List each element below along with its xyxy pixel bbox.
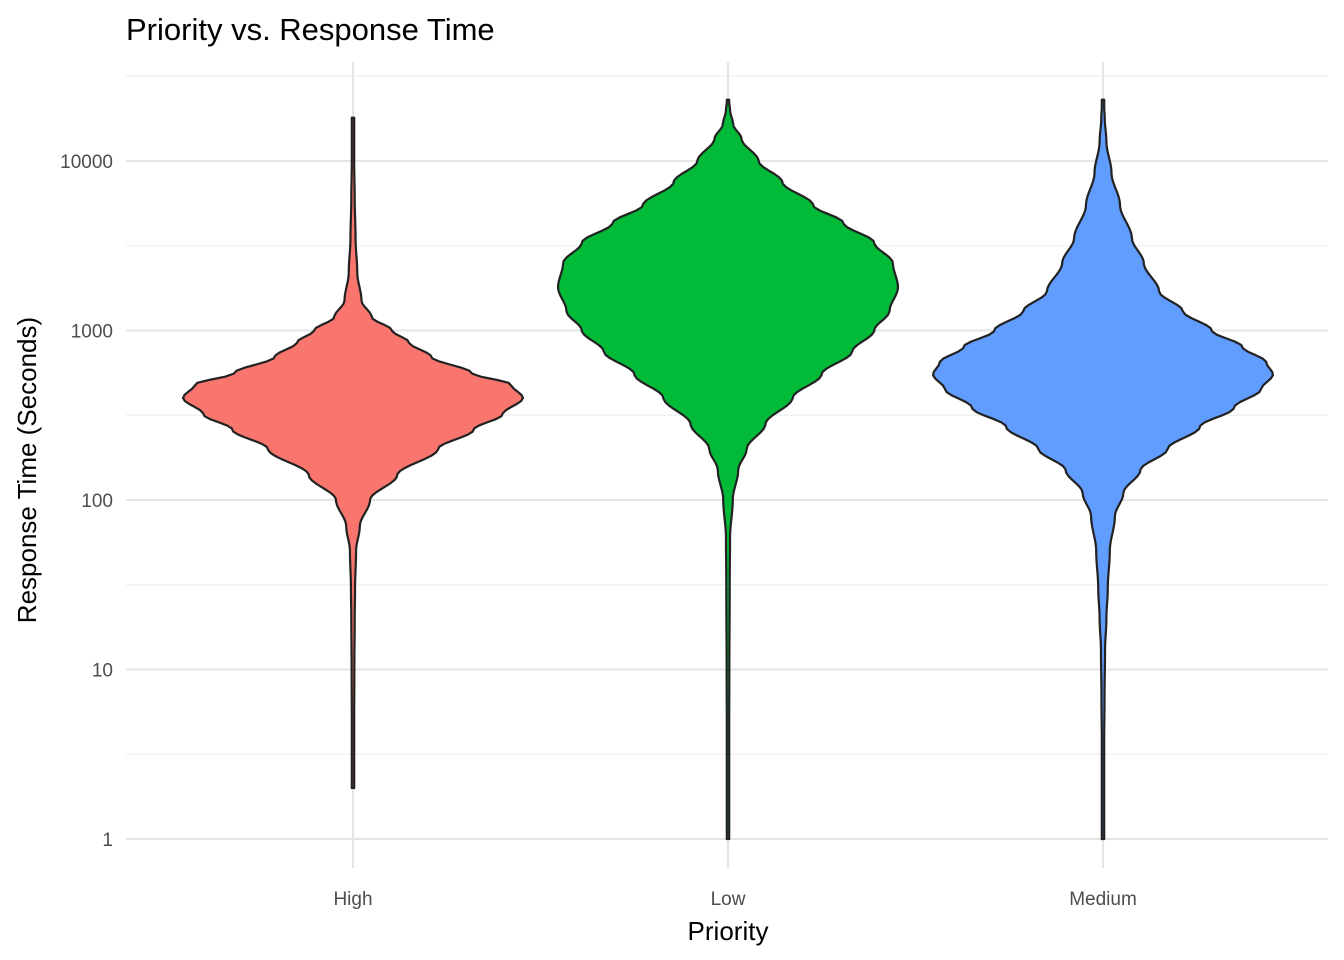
- y-tick-label: 1000: [71, 322, 113, 343]
- y-tick-label: 100: [81, 491, 113, 512]
- violins: [181, 98, 1275, 841]
- tick-labels: 1 10 100 1000 10000 High Low Medium: [60, 152, 1137, 910]
- violin-high: [181, 116, 525, 790]
- y-tick-label: 10: [92, 661, 113, 682]
- x-tick-label: High: [333, 889, 372, 910]
- x-tick-label: Medium: [1069, 889, 1137, 910]
- y-tick-label: 1: [102, 830, 113, 851]
- x-axis-title: Priority: [688, 916, 769, 946]
- x-tick-label: Low: [711, 889, 746, 910]
- violin-low: [556, 98, 900, 841]
- y-axis-title: Response Time (Seconds): [12, 317, 42, 623]
- chart-title: Priority vs. Response Time: [126, 12, 495, 47]
- violin-medium: [931, 98, 1275, 841]
- y-tick-label: 10000: [60, 152, 113, 173]
